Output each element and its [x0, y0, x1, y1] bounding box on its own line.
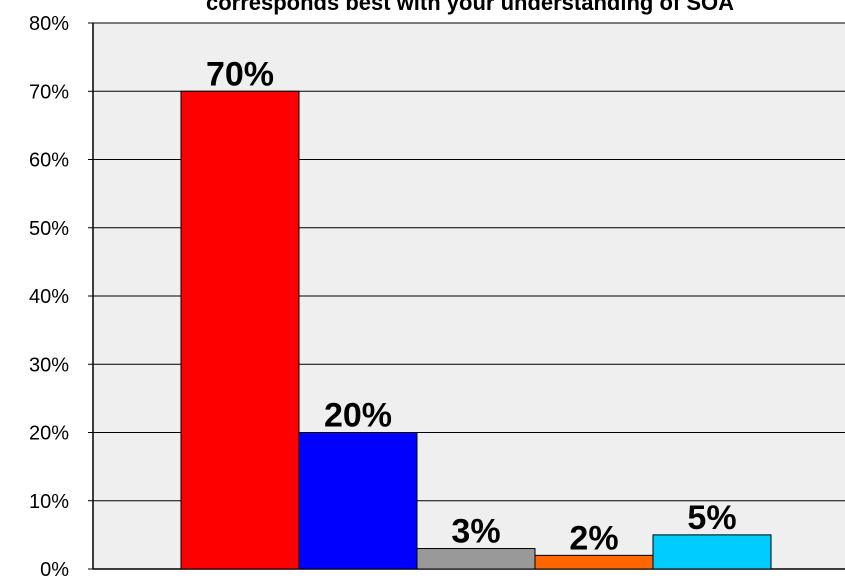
y-tick-label: 80% [29, 13, 69, 35]
data-label: 5% [687, 499, 736, 537]
bar [298, 432, 418, 570]
bars [180, 90, 772, 570]
chart-title: corresponds best with your understanding… [206, 0, 734, 15]
data-label: 3% [451, 513, 500, 551]
y-tick-label: 10% [29, 491, 69, 513]
y-axis-ticks: 0% 10% 20% 30% 40% 50% 60% 70% 80% [29, 13, 93, 579]
bar [180, 90, 300, 570]
y-tick-label: 50% [29, 218, 69, 240]
y-tick-label: 20% [29, 423, 69, 445]
y-tick-label: 60% [29, 150, 69, 172]
bar [534, 554, 654, 570]
data-label: 70% [206, 55, 274, 93]
bar [416, 548, 536, 570]
data-labels: 70% 20% 3% 2% 5% [206, 55, 737, 557]
y-tick-label: 30% [29, 354, 69, 376]
bar [652, 534, 772, 570]
data-label: 20% [324, 397, 392, 435]
y-tick-label: 0% [40, 559, 69, 579]
y-tick-label: 70% [29, 81, 69, 103]
data-label: 2% [569, 519, 618, 557]
y-tick-label: 40% [29, 286, 69, 308]
